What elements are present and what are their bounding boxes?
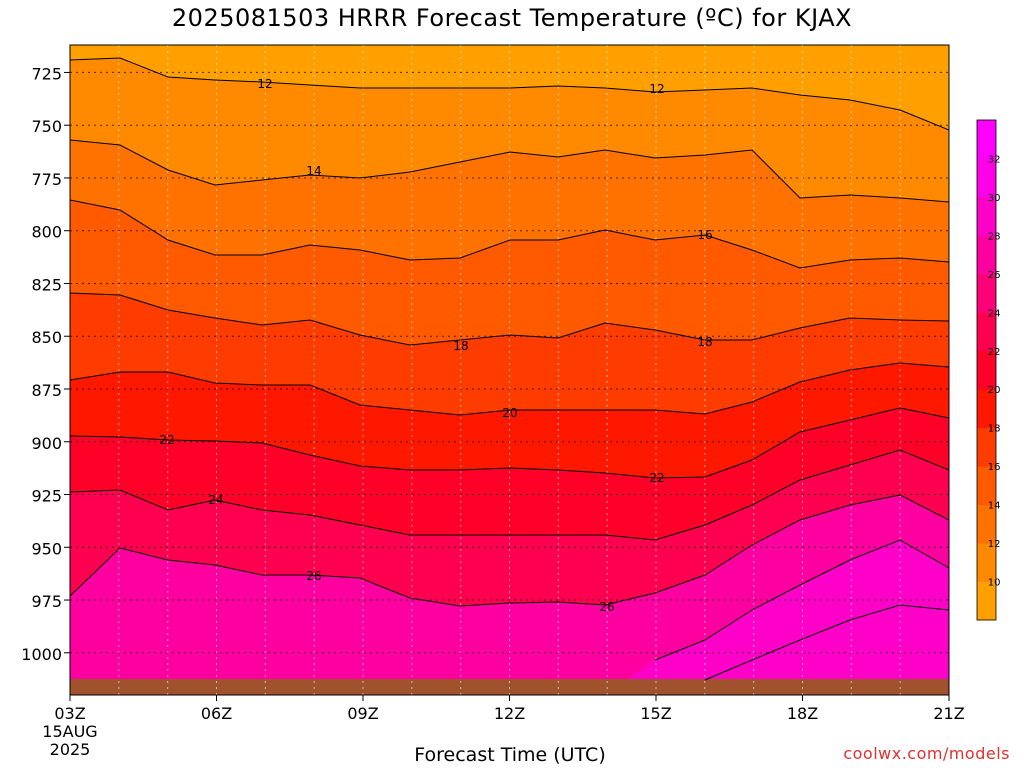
colorbar-swatch bbox=[977, 158, 996, 198]
colorbar-swatch bbox=[977, 273, 996, 313]
contour-label: 14 bbox=[306, 164, 321, 178]
x-tick-label: 06Z bbox=[201, 704, 232, 723]
contour-label: 12 bbox=[257, 77, 272, 91]
x-start-date-label: 15AUG bbox=[42, 722, 97, 741]
contour-line-0 bbox=[70, 57, 949, 131]
y-tick-label: 900 bbox=[31, 434, 62, 453]
colorbar-swatch bbox=[977, 350, 996, 390]
colorbar-swatch bbox=[977, 581, 996, 621]
contour-label: 26 bbox=[306, 569, 321, 583]
contour-line-3 bbox=[70, 292, 949, 346]
y-tick-label: 850 bbox=[31, 328, 62, 347]
x-tick-label: 03Z bbox=[54, 704, 85, 723]
y-tick-label: 950 bbox=[31, 539, 62, 558]
y-tick-label: 750 bbox=[31, 117, 62, 136]
contour-label: 26 bbox=[599, 600, 614, 614]
colorbar-frame bbox=[976, 119, 997, 621]
x-tick-label: 15Z bbox=[640, 704, 671, 723]
contour-label: 22 bbox=[649, 471, 664, 485]
colorbar-label: 16 bbox=[988, 462, 1001, 473]
colorbar-label: 20 bbox=[988, 385, 1001, 396]
colorbar-swatch bbox=[977, 427, 996, 467]
contour-label: 20 bbox=[502, 406, 517, 420]
contour-line-2 bbox=[70, 199, 949, 269]
y-tick-label: 825 bbox=[31, 275, 62, 294]
contour-label: 12 bbox=[649, 82, 664, 96]
colorbar-label: 24 bbox=[988, 308, 1001, 319]
contour-line-8 bbox=[654, 539, 949, 661]
colorbar: 10 12 14 16 18 20 22 24 26 28 30 32 bbox=[976, 119, 1001, 621]
contour-label: 24 bbox=[208, 493, 223, 507]
chart-title: 2025081503 HRRR Forecast Temperature (ºC… bbox=[171, 4, 853, 32]
contour-label-layer: 12 12 14 16 18 18 20 22 22 24 26 26 bbox=[159, 77, 712, 614]
colorbar-swatch bbox=[977, 196, 996, 236]
y-tick-label: 800 bbox=[31, 223, 62, 242]
colorbar-label: 18 bbox=[988, 424, 1001, 435]
x-axis-title: Forecast Time (UTC) bbox=[414, 744, 606, 766]
contour-label: 18 bbox=[453, 339, 468, 353]
colorbar-label: 14 bbox=[988, 501, 1001, 512]
contour-line-5 bbox=[70, 407, 949, 479]
colorbar-swatch bbox=[977, 120, 996, 159]
contour-label: 16 bbox=[697, 228, 712, 242]
colorbar-label: 26 bbox=[988, 270, 1001, 281]
y-tick-label: 725 bbox=[31, 64, 62, 83]
y-tick-label: 925 bbox=[31, 487, 62, 506]
y-tick-label: 1000 bbox=[21, 645, 62, 664]
contour-line-1 bbox=[70, 139, 949, 203]
contour-line-4 bbox=[70, 362, 949, 416]
colorbar-label: 10 bbox=[988, 578, 1001, 589]
contour-label: 22 bbox=[159, 433, 174, 447]
colorbar-swatch bbox=[977, 235, 996, 275]
y-tick-label: 975 bbox=[31, 592, 62, 611]
contour-line-9 bbox=[704, 604, 949, 681]
colorbar-label: 30 bbox=[988, 193, 1001, 204]
grid-lines bbox=[70, 45, 949, 695]
credit-text: coolwx.com/models bbox=[843, 744, 1010, 763]
y-tick-label: 775 bbox=[31, 170, 62, 189]
contour-label: 18 bbox=[697, 335, 712, 349]
x-start-date-label: 2025 bbox=[50, 740, 91, 759]
y-tick-label: 875 bbox=[31, 381, 62, 400]
x-tick-label: 18Z bbox=[787, 704, 818, 723]
colorbar-label: 32 bbox=[988, 154, 1001, 165]
colorbar-swatch bbox=[977, 504, 996, 544]
colorbar-label: 12 bbox=[988, 539, 1001, 550]
colorbar-swatch bbox=[977, 543, 996, 583]
colorbar-swatch bbox=[977, 312, 996, 352]
contour-line-7 bbox=[70, 494, 949, 607]
colorbar-label: 28 bbox=[988, 231, 1001, 242]
colorbar-swatch bbox=[977, 466, 996, 506]
contour-line-layer bbox=[70, 57, 949, 681]
colorbar-label: 22 bbox=[988, 347, 1001, 358]
y-axis: 725 750 775 800 825 850 875 900 925 950 975 1000 bbox=[21, 64, 70, 664]
x-tick-label: 21Z bbox=[933, 704, 964, 723]
x-tick-label: 12Z bbox=[494, 704, 525, 723]
x-tick-label: 09Z bbox=[347, 704, 378, 723]
colorbar-swatch bbox=[977, 389, 996, 429]
contour-line-6 bbox=[70, 449, 949, 541]
warm-band-fill-8 bbox=[619, 540, 949, 685]
